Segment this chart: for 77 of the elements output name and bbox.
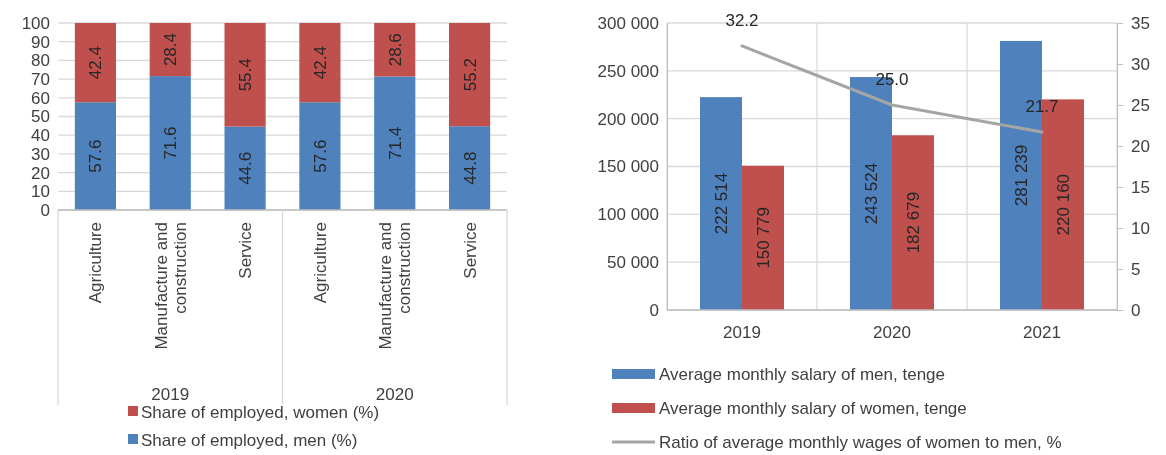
y2-tick-label: 20 (1131, 136, 1150, 156)
y-tick-label: 30 (31, 144, 50, 164)
y-tick-label: 100 000 (597, 205, 659, 225)
y-tick-label: 60 (31, 88, 50, 108)
data-label: 42.4 (310, 46, 330, 80)
y2-tick-label: 0 (1131, 300, 1141, 320)
y-tick-label: 200 000 (597, 109, 659, 129)
bar (224, 126, 266, 210)
bar (224, 23, 266, 127)
bar (449, 23, 491, 127)
y-tick-label: 20 (31, 163, 50, 183)
data-label: 222 514 (711, 172, 731, 235)
data-label: 55.4 (236, 58, 256, 92)
x-tick-label: Manufacture and construction (376, 222, 415, 350)
text: 2019 (151, 385, 190, 404)
x-tick-label: Agriculture (310, 222, 330, 304)
data-label: 42.4 (86, 46, 106, 80)
legend-label: Average monthly salary of women, tenge (659, 398, 967, 418)
x-tick-label: 2019 (723, 323, 761, 342)
y-tick-label: 300 000 (597, 13, 659, 33)
data-label: 32.2 (725, 10, 759, 30)
y2-tick-label: 15 (1131, 177, 1150, 197)
data-label: 57.6 (310, 139, 330, 173)
data-label: 182 679 (903, 191, 923, 254)
bar (700, 97, 742, 310)
y-tick-label: 0 (40, 200, 50, 220)
y2-tick-label: 30 (1131, 54, 1150, 74)
x-tick-label: Service (460, 222, 480, 279)
data-label: 44.6 (236, 151, 256, 185)
y-tick-label: 50 000 (607, 253, 659, 273)
x-tick-label: 2021 (1023, 323, 1061, 342)
legend-label: Average monthly salary of men, tenge (659, 364, 946, 384)
data-label: 220 160 (1053, 173, 1073, 236)
data-label: 150 779 (753, 207, 773, 269)
bar (449, 126, 491, 210)
data-label: 243 524 (861, 162, 881, 225)
bar (74, 102, 116, 210)
data-label: 25.0 (875, 70, 909, 89)
x-tick-label: Agriculture (86, 222, 106, 304)
data-label: 55.2 (460, 58, 480, 92)
y-tick-label: 70 (31, 70, 50, 90)
data-label: 21.7 (1025, 97, 1059, 117)
bar (299, 23, 341, 103)
y2-tick-label: 35 (1131, 13, 1150, 33)
y-tick-label: 150 000 (597, 157, 659, 177)
y2-tick-label: 10 (1131, 218, 1150, 238)
bar (742, 165, 784, 310)
data-label: 28.6 (385, 33, 405, 67)
y-tick-label: 90 (31, 32, 50, 52)
text: 2020 (375, 385, 414, 404)
data-label: 44.8 (460, 151, 480, 185)
data-label: 281 239 (1011, 144, 1031, 207)
y-tick-label: 80 (31, 51, 50, 71)
y2-tick-label: 5 (1131, 259, 1141, 279)
y-tick-label: 50 (31, 107, 50, 127)
legend-label: Share of employed, women (%) (141, 402, 380, 422)
y-tick-label: 10 (31, 182, 50, 202)
bar (892, 135, 934, 310)
bar (149, 23, 191, 77)
bar (299, 102, 341, 210)
data-label: 28.4 (161, 33, 181, 67)
bar (74, 23, 116, 103)
x-tick-label: 2020 (873, 323, 911, 342)
y2-tick-label: 25 (1131, 95, 1150, 115)
legend-label: Share of employed, men (%) (141, 430, 358, 450)
y-tick-label: 250 000 (597, 61, 659, 81)
data-label: 57.6 (86, 139, 106, 173)
y-tick-label: 40 (31, 126, 50, 146)
data-label: 71.6 (161, 126, 181, 160)
x-tick-label: Service (236, 222, 256, 279)
data-label: 71.4 (385, 126, 405, 160)
bar (149, 76, 191, 210)
x-tick-label: Manufacture and construction (151, 222, 190, 350)
y-tick-label: 0 (649, 300, 659, 320)
legend-label: Ratio of average monthly wages of women to men, % (659, 432, 1062, 452)
bar (374, 76, 416, 210)
y-tick-label: 100 (21, 13, 50, 33)
